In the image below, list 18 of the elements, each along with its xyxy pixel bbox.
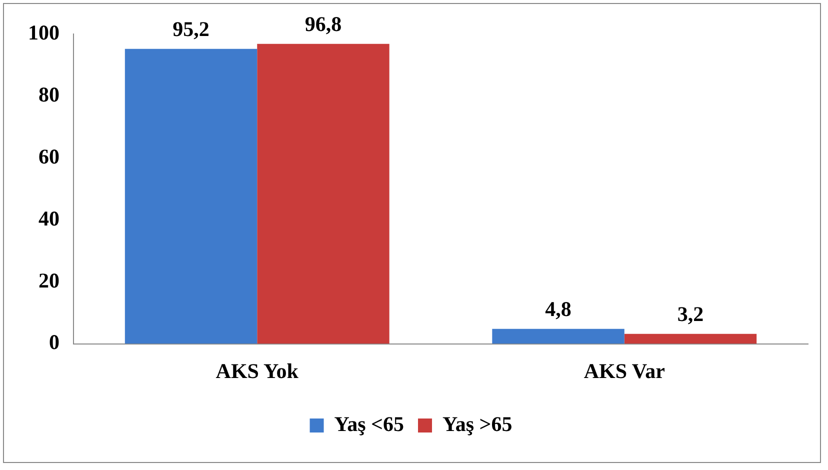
y-tick-label: 20: [38, 268, 60, 292]
y-tick-label: 0: [49, 330, 60, 354]
bar: [124, 48, 258, 344]
bar: [257, 44, 390, 344]
y-tick-label: 40: [38, 206, 60, 230]
y-tick-label: 80: [38, 82, 60, 106]
bar: [624, 334, 757, 344]
y-tick-label: 100: [28, 20, 60, 44]
data-label: 4,8: [545, 296, 572, 321]
bar: [492, 328, 624, 344]
legend-label: Yaş >65: [442, 412, 512, 436]
x-tick-label: AKS Var: [584, 358, 665, 383]
data-label: 3,2: [677, 302, 704, 326]
data-label: 96,8: [304, 12, 342, 36]
x-tick-label: AKS Yok: [216, 358, 299, 383]
y-tick-label: 60: [38, 144, 60, 168]
data-label: 95,2: [172, 16, 210, 41]
legend-label: Yaş <65: [334, 412, 404, 436]
